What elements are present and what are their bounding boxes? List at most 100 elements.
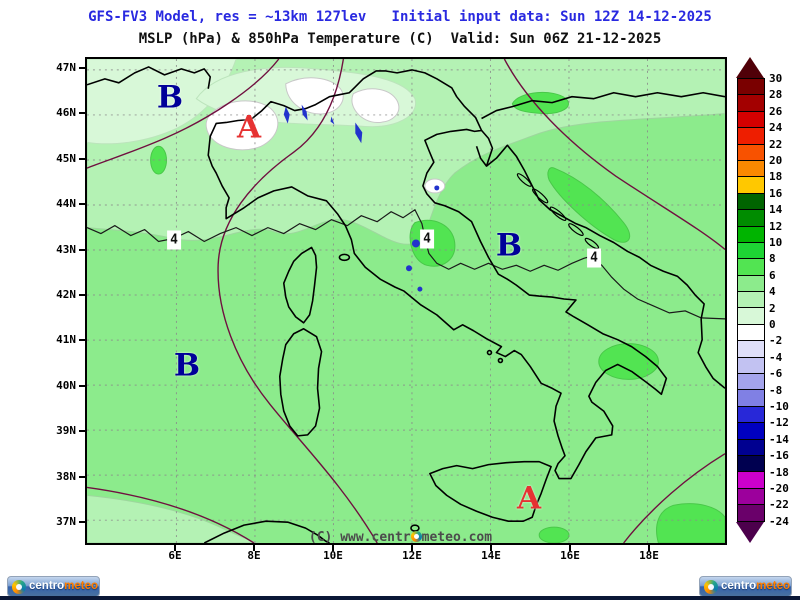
colorbar-tick-label: -18 (769, 465, 789, 479)
pressure-center-low: B (495, 227, 523, 264)
lat-label: 44N (56, 197, 76, 211)
colorbar-tick-label: 28 (769, 88, 783, 102)
model-run-title: GFS-FV3 Model, res = ~13km 127lev Initia… (88, 9, 712, 25)
colorbar-cell (738, 505, 764, 521)
colorbar-cell (738, 390, 764, 407)
colorbar-cell (738, 308, 764, 325)
lon-label: 18E (639, 549, 659, 562)
colorbar-cell (738, 193, 764, 211)
lon-tick (648, 545, 650, 551)
lat-tick (79, 475, 85, 478)
lon-label: 16E (560, 549, 580, 562)
lat-tick (79, 339, 85, 342)
colorbar-tick-label: 12 (769, 219, 783, 233)
colorbar-tick-label: 6 (769, 268, 776, 282)
colorbar-cell (738, 406, 764, 424)
colorbar-tick-label: -8 (769, 383, 783, 397)
pressure-center-high: A (236, 109, 262, 146)
colorbar-cell (738, 275, 764, 293)
lat-tick (79, 67, 85, 69)
colorbar-cell (738, 226, 764, 243)
colorbar-cell (738, 111, 764, 129)
centrometeo-logo-left[interactable]: centrometeo (7, 576, 100, 597)
map-frame: B A B B A 4 4 4 (C) www.centr meteo.com (85, 57, 727, 545)
lon-label: 6E (168, 549, 182, 562)
lat-tick (79, 112, 85, 115)
colorbar-tick-label: 24 (769, 121, 783, 135)
colorbar-cell (738, 455, 764, 473)
colorbar-tick-label: 30 (769, 72, 783, 85)
colorbar-tick-label: -10 (769, 400, 789, 413)
colorbar-tick-label: -16 (769, 449, 789, 463)
colorbar-tick-label: -2 (769, 334, 783, 348)
lat-tick (79, 294, 85, 296)
lon-tick (411, 545, 413, 551)
colorbar-tick-label: -24 (769, 514, 789, 528)
colorbar-cell (738, 324, 764, 342)
centrometeo-logo-right[interactable]: centrometeo (699, 576, 792, 597)
lat-label: 40N (56, 378, 76, 392)
lon-tick (253, 545, 255, 551)
colorbar-cell (738, 423, 764, 440)
colorbar-tick-label: -12 (769, 416, 789, 430)
colorbar-tick-label: 10 (769, 236, 783, 249)
colorbar-cell (738, 341, 764, 358)
lat-label: 45N (56, 151, 76, 165)
map-graphic (87, 59, 725, 543)
colorbar-tick-label: 18 (769, 170, 783, 184)
centrometeo-ring-icon (410, 531, 422, 542)
colorbar-cell (738, 292, 764, 309)
temperature-fills (87, 59, 725, 543)
watermark: (C) www.centr meteo.com (303, 530, 498, 545)
valid-time-title: MSLP (hPa) & 850hPa Temperature (C) Vali… (138, 31, 662, 47)
colorbar-cell (738, 357, 764, 375)
colorbar-cell (738, 374, 764, 391)
centrometeo-ring-icon (704, 580, 718, 594)
colorbar-cell (738, 242, 764, 260)
bottom-bar (0, 596, 800, 600)
temperature-colorbar (737, 78, 765, 522)
lakes (283, 104, 440, 292)
contour-value-label: 4 (587, 248, 601, 268)
colorbar-tick-label: 22 (769, 137, 783, 151)
coastlines (87, 66, 725, 543)
lon-tick (490, 545, 492, 551)
lon-label: 12E (402, 549, 422, 562)
lon-tick (569, 545, 571, 551)
pressure-center-high: A (516, 480, 542, 517)
lat-label: 41N (56, 333, 76, 347)
colorbar-cell (738, 95, 764, 112)
lat-tick (79, 430, 85, 433)
lat-label: 42N (56, 288, 76, 301)
colorbar-arrow-top (736, 57, 764, 78)
lat-tick (79, 521, 85, 523)
lat-label: 38N (56, 469, 76, 483)
colorbar-cell (738, 177, 764, 194)
lat-tick (79, 157, 85, 160)
lon-tick (332, 545, 334, 551)
colorbar-cell (738, 259, 764, 276)
colorbar-tick-label: 0 (769, 318, 776, 331)
lat-tick (79, 384, 85, 387)
lat-label: 39N (56, 424, 76, 438)
colorbar-tick-label: 26 (769, 104, 783, 118)
colorbar-tick-label: -4 (769, 350, 783, 364)
lon-label: 10E (323, 549, 343, 562)
colorbar-cell (738, 472, 764, 489)
lon-label: 8E (247, 549, 261, 562)
colorbar-cell (738, 160, 764, 178)
pressure-center-low: B (173, 347, 201, 384)
pressure-center-low: B (156, 79, 184, 116)
colorbar-tick-label: -22 (769, 498, 789, 512)
colorbar-tick-label: 14 (769, 203, 783, 217)
colorbar-cell (738, 439, 764, 456)
watermark-text-left: (C) www.centr (308, 530, 411, 545)
colorbar-tick-label: 16 (769, 186, 783, 200)
colorbar-tick-label: 8 (769, 252, 776, 266)
colorbar-cell (738, 488, 764, 506)
lon-label: 14E (481, 549, 501, 562)
colorbar-tick-label: 20 (769, 154, 783, 167)
lat-label: 46N (56, 106, 76, 120)
logo-text: centrometeo (29, 580, 99, 592)
